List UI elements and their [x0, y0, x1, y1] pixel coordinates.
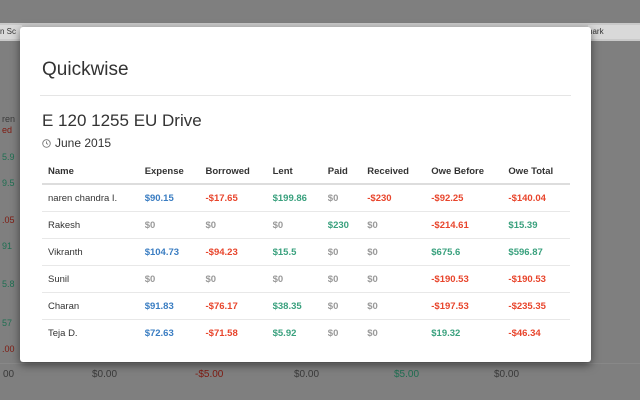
person-name: Vikranth	[42, 238, 139, 266]
cell-borrowed: $0	[199, 265, 267, 293]
cell-received: -$230	[361, 183, 426, 212]
background-bottom-value: $0.00	[494, 369, 520, 380]
cell-received: $0	[361, 238, 426, 266]
cell-owe-before: -$190.53	[425, 265, 503, 293]
column-header-name: Name	[42, 160, 139, 185]
table-header-row: Name Expense Borrowed Lent Paid Received Owe B…	[42, 160, 570, 185]
background-left-value: ren	[2, 114, 16, 124]
cell-lent: $38.35	[266, 292, 322, 320]
table-row: Teja D. $72.63 -$71.58 $5.92 $0 $0 $19.32 -$46.…	[42, 319, 570, 346]
cell-lent: $199.86	[266, 183, 322, 212]
background-tab-left[interactable]: n Sc	[0, 25, 22, 39]
clock-icon	[42, 138, 51, 148]
table-row: naren chandra I. $90.15 -$17.65 $199.86 $0 -$…	[42, 183, 570, 212]
cell-borrowed: -$71.58	[199, 319, 267, 346]
cell-borrowed: $0	[199, 211, 267, 239]
cell-owe-total: $596.87	[502, 238, 570, 266]
cell-owe-total: -$235.35	[502, 292, 570, 320]
table-row: Vikranth $104.73 -$94.23 $15.5 $0 $0 $675.6 $59…	[42, 238, 570, 266]
cell-owe-before: -$214.61	[425, 211, 503, 239]
cell-borrowed: -$94.23	[199, 238, 267, 266]
cell-owe-total: -$46.34	[502, 319, 570, 346]
table-row: Charan $91.83 -$76.17 $38.35 $0 $0 -$197.53 -$2…	[42, 292, 570, 320]
cell-lent: $5.92	[266, 319, 322, 346]
cell-expense: $90.15	[138, 183, 200, 212]
cell-paid: $230	[321, 211, 362, 239]
background-tab-right[interactable]: hark	[588, 25, 640, 39]
column-header-lent: Lent	[266, 160, 322, 185]
cell-owe-total: -$190.53	[502, 265, 570, 293]
column-header-received: Received	[361, 160, 426, 185]
cell-owe-total: $15.39	[502, 211, 570, 239]
background-bottom-value: -$5.00	[195, 369, 224, 380]
cell-paid: $0	[321, 292, 362, 320]
person-name: Charan	[42, 292, 139, 320]
column-header-expense: Expense	[138, 160, 200, 185]
cell-expense: $0	[138, 265, 200, 293]
modal-title: Quickwise	[42, 59, 129, 80]
background-bottom-value: 00	[3, 369, 15, 380]
trip-date: June 2015	[42, 136, 111, 150]
cell-expense: $0	[138, 211, 200, 239]
cell-lent: $0	[266, 211, 322, 239]
cell-expense: $91.83	[138, 292, 200, 320]
column-header-borrowed: Borrowed	[199, 160, 267, 185]
person-name: Teja D.	[42, 319, 139, 346]
background-bottom-value: $0.00	[294, 369, 320, 380]
cell-lent: $0	[266, 265, 322, 293]
background-left-value: .00	[2, 344, 15, 354]
person-name: naren chandra I.	[42, 183, 139, 212]
table-row: Rakesh $0 $0 $0 $230 $0 -$214.61 $15.39	[42, 211, 570, 239]
cell-expense: $72.63	[138, 319, 200, 346]
cell-owe-before: $19.32	[425, 319, 503, 346]
cell-owe-before: -$92.25	[425, 183, 503, 212]
background-left-value: 57	[2, 318, 13, 328]
summary-modal: Quickwise E 120 1255 EU Drive June 2015 …	[20, 27, 591, 362]
cell-lent: $15.5	[266, 238, 322, 266]
cell-paid: $0	[321, 319, 362, 346]
column-header-owe-total: Owe Total	[502, 160, 570, 185]
cell-received: $0	[361, 292, 426, 320]
cell-paid: $0	[321, 238, 362, 266]
cell-owe-total: -$140.04	[502, 183, 570, 212]
background-left-column: ren ed 5.9 9.5 .05 91 5.8 57 .00	[0, 100, 22, 360]
expense-summary-table: Name Expense Borrowed Lent Paid Received Owe B…	[42, 160, 570, 346]
cell-owe-before: $675.6	[425, 238, 503, 266]
cell-borrowed: -$17.65	[199, 183, 267, 212]
background-bottom-value: $0.00	[92, 369, 118, 380]
background-left-value: 91	[2, 241, 13, 251]
cell-received: $0	[361, 319, 426, 346]
background-left-value: 5.8	[2, 279, 15, 289]
trip-date-label: June 2015	[55, 136, 112, 150]
cell-paid: $0	[321, 265, 362, 293]
column-header-paid: Paid	[321, 160, 362, 185]
person-name: Rakesh	[42, 211, 139, 239]
cell-borrowed: -$76.17	[199, 292, 267, 320]
table-row: Sunil $0 $0 $0 $0 $0 -$190.53 -$190.53	[42, 265, 570, 293]
background-left-value: 5.9	[2, 152, 15, 162]
cell-received: $0	[361, 211, 426, 239]
cell-received: $0	[361, 265, 426, 293]
cell-paid: $0	[321, 183, 362, 212]
trip-name: E 120 1255 EU Drive	[42, 111, 202, 130]
person-name: Sunil	[42, 265, 139, 293]
modal-header-divider	[40, 95, 571, 96]
background-left-value: 9.5	[2, 178, 15, 188]
background-bottom-row: 00 $0.00 -$5.00 $0.00 $5.00 $0.00	[0, 363, 640, 386]
background-bottom-value: $5.00	[394, 369, 420, 380]
cell-expense: $104.73	[138, 238, 200, 266]
background-left-value: .05	[2, 215, 15, 225]
cell-owe-before: -$197.53	[425, 292, 503, 320]
background-left-value: ed	[2, 125, 13, 135]
column-header-owe-before: Owe Before	[425, 160, 503, 185]
